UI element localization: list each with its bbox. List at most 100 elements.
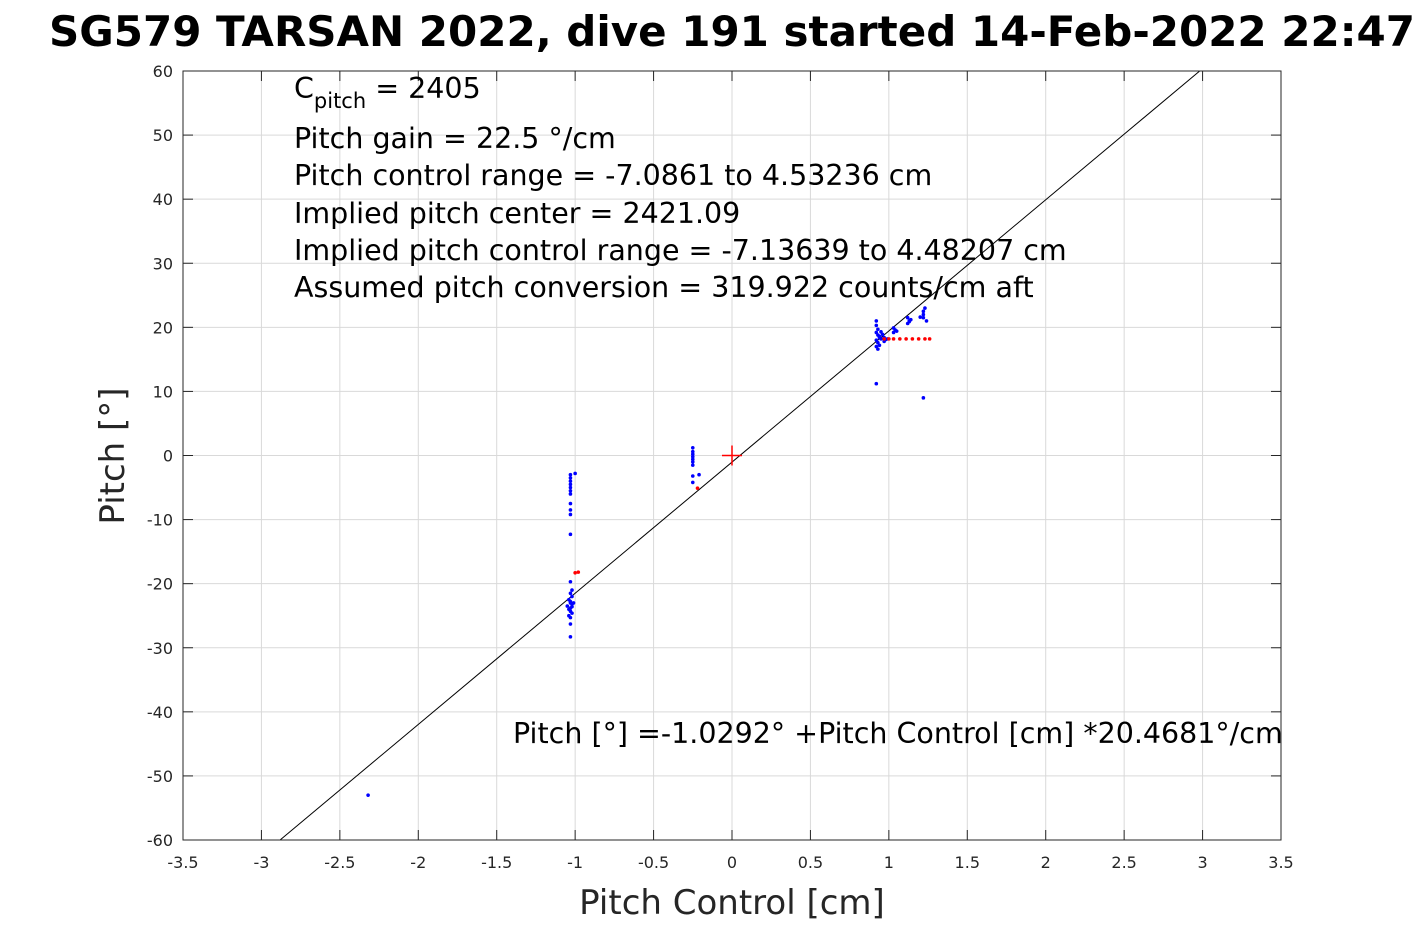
y-tick-label: 50 (153, 126, 173, 145)
data-point (921, 396, 926, 400)
data-point (910, 337, 915, 341)
data-point (568, 635, 573, 639)
x-tick-label: -0.5 (638, 853, 669, 872)
y-tick-label: -50 (147, 767, 173, 786)
x-tick-label: 1 (884, 853, 894, 872)
data-point (924, 319, 929, 323)
data-point (568, 476, 573, 480)
data-point (916, 337, 921, 341)
data-point (874, 323, 879, 328)
data-point (923, 337, 927, 341)
x-tick-label: 2 (1041, 853, 1051, 872)
data-point (366, 793, 370, 797)
implied-center-annotation: Implied pitch center = 2421.09 (294, 197, 740, 230)
data-point (927, 337, 932, 341)
data-point (877, 343, 882, 348)
x-tick-label: 2.5 (1111, 853, 1136, 872)
data-point (879, 330, 883, 334)
data-point (690, 474, 695, 478)
data-point (923, 306, 927, 310)
y-tick-label: -30 (147, 639, 173, 658)
y-tick-label: 60 (153, 62, 173, 81)
data-point (877, 334, 882, 339)
data-point (568, 472, 573, 477)
data-point (568, 482, 573, 487)
data-point (690, 454, 695, 459)
data-point (898, 337, 902, 341)
x-tick-label: -1 (567, 853, 583, 872)
points-layer (366, 306, 932, 797)
y-tick-label: 10 (153, 382, 173, 401)
x-tick-label: 0.5 (798, 853, 823, 872)
y-tick-label: 30 (153, 254, 173, 273)
x-tick-label: -1.5 (481, 853, 512, 872)
data-point (882, 337, 886, 341)
y-axis-label: Pitch [°] (93, 387, 133, 524)
data-point (918, 315, 923, 319)
data-point (568, 512, 573, 517)
c-pitch-value: = 2405 (366, 72, 481, 105)
data-point (921, 315, 926, 320)
data-point (887, 337, 891, 341)
c-pitch-subscript: pitch (314, 89, 366, 113)
x-tick-label: -3.5 (167, 853, 198, 872)
data-point (905, 315, 910, 320)
data-point (891, 337, 896, 341)
data-point (568, 479, 573, 483)
data-point (576, 570, 581, 574)
pitch-gain-annotation: Pitch gain = 22.5 °/cm (294, 122, 616, 155)
data-point (690, 449, 695, 454)
x-tick-label: 3 (1197, 853, 1207, 872)
data-point (568, 485, 573, 490)
data-point (894, 329, 899, 333)
data-point (568, 599, 573, 604)
data-point (904, 337, 908, 341)
data-point (690, 463, 695, 467)
data-point (907, 319, 912, 324)
center-layer (722, 445, 742, 466)
data-point (570, 611, 574, 615)
data-point (568, 615, 573, 620)
pitch-control-range-annotation: Pitch control range = -7.0861 to 4.53236… (294, 159, 932, 192)
c-pitch-main: C (294, 72, 314, 105)
data-point (568, 508, 573, 512)
data-point (874, 381, 879, 386)
data-point (568, 488, 573, 493)
data-point (568, 622, 573, 626)
x-tick-label: -2.5 (324, 853, 355, 872)
data-point (570, 594, 574, 599)
y-tick-label: -20 (147, 575, 173, 594)
y-tick-label: 40 (153, 190, 173, 209)
tick-layer: -3.5 -3 -2.5 -2 -1.5 -1 -0.5 0 0.5 1 1.5 2 2.5 3 3.5 -6… (147, 62, 1294, 872)
data-point (690, 480, 695, 485)
x-axis-label: Pitch Control [cm] (579, 883, 885, 923)
data-point (568, 591, 573, 596)
data-point (876, 347, 880, 351)
data-point (568, 492, 573, 496)
data-point (568, 579, 573, 584)
data-point (921, 309, 926, 314)
data-point (876, 327, 880, 332)
assumed-conversion-annotation: Assumed pitch conversion = 319.922 count… (294, 271, 1034, 304)
c-pitch-annotation: Cpitch = 2405 (294, 72, 481, 113)
data-point (697, 472, 701, 477)
y-tick-label: -40 (147, 703, 173, 722)
data-point (690, 460, 695, 464)
data-point (573, 471, 577, 476)
implied-range-annotation: Implied pitch control range = -7.13639 t… (294, 234, 1067, 267)
x-tick-label: 3.5 (1268, 853, 1293, 872)
data-point (573, 570, 577, 575)
fit-equation-annotation: Pitch [°] =-1.0292° +Pitch Control [cm] … (513, 717, 1283, 750)
data-point (570, 588, 574, 592)
data-point (921, 312, 926, 317)
y-tick-label: -60 (147, 831, 173, 850)
data-point (874, 319, 879, 323)
y-tick-label: -10 (147, 511, 173, 530)
data-point (690, 452, 695, 457)
data-point (565, 604, 570, 608)
data-point (882, 339, 886, 344)
data-point (568, 532, 573, 537)
data-point (891, 326, 896, 330)
chart-title: SG579 TARSAN 2022, dive 191 started 14-F… (49, 7, 1415, 56)
